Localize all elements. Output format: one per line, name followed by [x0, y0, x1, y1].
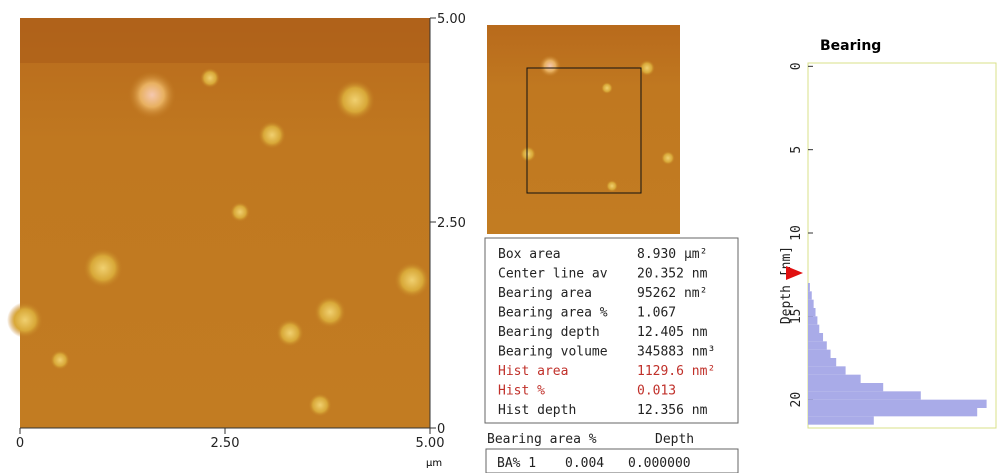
row-value: 345883 nm³ — [637, 345, 715, 360]
bearing-header: Bearing area % — [487, 432, 597, 447]
afm-image — [7, 18, 430, 428]
x-tick-label: 5.00 — [416, 436, 445, 451]
y-tick-label: 0 — [789, 62, 804, 70]
row-label: Center line av — [498, 267, 608, 282]
y-tick-label: 10 — [789, 225, 804, 241]
row-value: 12.405 nm — [637, 325, 708, 340]
y-tick-label: 0 — [437, 422, 445, 437]
y-tick-label: 5.00 — [437, 12, 466, 27]
bearing-cell: 0.004 — [565, 456, 604, 471]
bar — [808, 416, 874, 424]
bearing-cell: BA% 1 — [497, 456, 536, 471]
x-tick-label: 0 — [16, 436, 24, 451]
x-tick-label: 2.50 — [211, 436, 240, 451]
row-value: 95262 nm² — [637, 286, 707, 301]
page-body: {"image_axes":{"right_ticks":["5.00","2.… — [0, 0, 1001, 473]
bar — [808, 291, 812, 299]
bar — [808, 366, 846, 374]
bar — [808, 325, 819, 333]
chart-title: Bearing — [820, 38, 881, 54]
bar — [808, 358, 836, 366]
row-label: Bearing volume — [498, 345, 608, 360]
bearing-header: Depth — [655, 432, 694, 447]
unit-label: µm — [426, 458, 442, 469]
thumbnail — [487, 25, 680, 234]
bar — [808, 300, 814, 308]
bar — [808, 316, 817, 324]
row-value: 12.356 nm — [637, 403, 708, 418]
bar — [808, 341, 827, 349]
bearing-cell: 0.000000 — [628, 456, 691, 471]
y-tick-label: 5 — [789, 146, 804, 154]
depth-marker — [786, 266, 803, 280]
bar — [808, 400, 987, 408]
bar — [808, 333, 823, 341]
row-label: Hist % — [498, 384, 545, 399]
page: body{margin:0;width:1001px;height:473px;… — [0, 0, 1001, 473]
bar — [808, 283, 810, 291]
row-value: 0.013 — [637, 384, 676, 399]
bar — [808, 408, 977, 416]
bar — [808, 350, 831, 358]
screen: 5.00 2.50 0 0 2.50 5.00 µm Box area 8.930 µm² Ce… — [0, 0, 1001, 473]
row-label: Bearing area — [498, 286, 592, 301]
y-tick-label: 20 — [789, 392, 804, 408]
row-value: 1.067 — [637, 306, 676, 321]
row-value: 20.352 nm — [637, 267, 708, 282]
row-value: 8.930 µm² — [637, 247, 707, 262]
y-axis-label: Depth [nm] — [779, 246, 794, 324]
row-label: Hist depth — [498, 403, 576, 418]
row-label: Bearing area % — [498, 306, 608, 321]
bar — [808, 383, 883, 391]
row-label: Box area — [498, 247, 561, 262]
bar — [808, 391, 921, 399]
row-value: 1129.6 nm² — [637, 364, 715, 379]
bar — [808, 308, 816, 316]
row-label: Bearing depth — [498, 325, 600, 340]
y-tick-label: 2.50 — [437, 216, 466, 231]
row-label: Hist area — [498, 364, 568, 379]
bar — [808, 375, 861, 383]
